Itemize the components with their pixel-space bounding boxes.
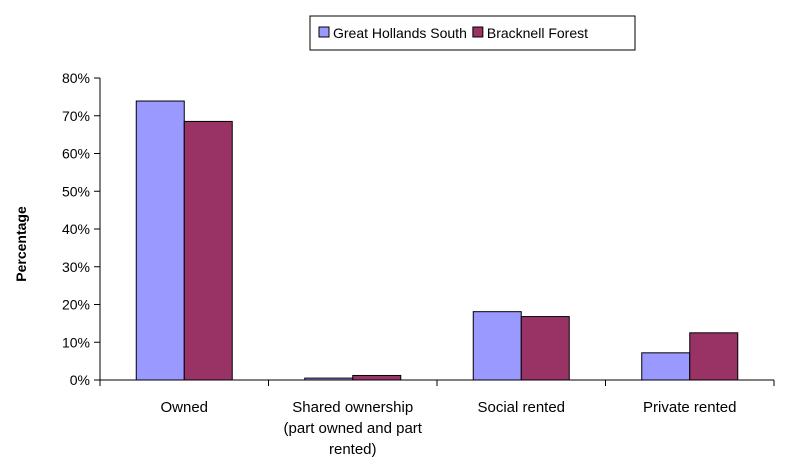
- y-tick-label: 40%: [62, 221, 90, 237]
- legend: Great Hollands South Bracknell Forest: [309, 15, 636, 51]
- y-tick-label: 70%: [62, 108, 90, 124]
- x-axis: Owned Shared ownership (part owned and par…: [99, 379, 775, 458]
- bar: [135, 100, 185, 381]
- y-tick-label: 50%: [62, 183, 90, 199]
- x-category-label: Shared ownership: [292, 399, 413, 416]
- y-axis: 0% 10% 20% 30% 40% 50% 60% 70% 80%: [62, 70, 101, 388]
- legend-swatch: [472, 26, 484, 38]
- y-tick-label: 60%: [62, 146, 90, 162]
- x-category-label: Private rented: [643, 399, 736, 416]
- bar: [352, 374, 402, 381]
- bar: [183, 120, 233, 381]
- y-tick-label: 20%: [62, 297, 90, 313]
- x-category-label: (part owned and part: [284, 420, 423, 437]
- x-category-label: Social rented: [477, 399, 565, 416]
- y-tick-label: 80%: [62, 70, 90, 86]
- y-tick-label: 30%: [62, 259, 90, 275]
- y-tick-label: 10%: [62, 334, 90, 350]
- legend-label: Bracknell Forest: [487, 25, 588, 41]
- x-category-label: Owned: [160, 399, 208, 416]
- bar: [689, 332, 739, 381]
- legend-label: Great Hollands South: [333, 25, 467, 41]
- x-category-label: rented): [329, 441, 377, 458]
- bar: [472, 311, 522, 381]
- bar: [520, 316, 570, 381]
- y-axis-title: Percentage: [13, 206, 29, 282]
- bar: [641, 352, 691, 381]
- y-tick-label: 0%: [70, 372, 90, 388]
- bar: [304, 377, 354, 381]
- bars: [135, 100, 739, 381]
- legend-swatch: [318, 26, 330, 38]
